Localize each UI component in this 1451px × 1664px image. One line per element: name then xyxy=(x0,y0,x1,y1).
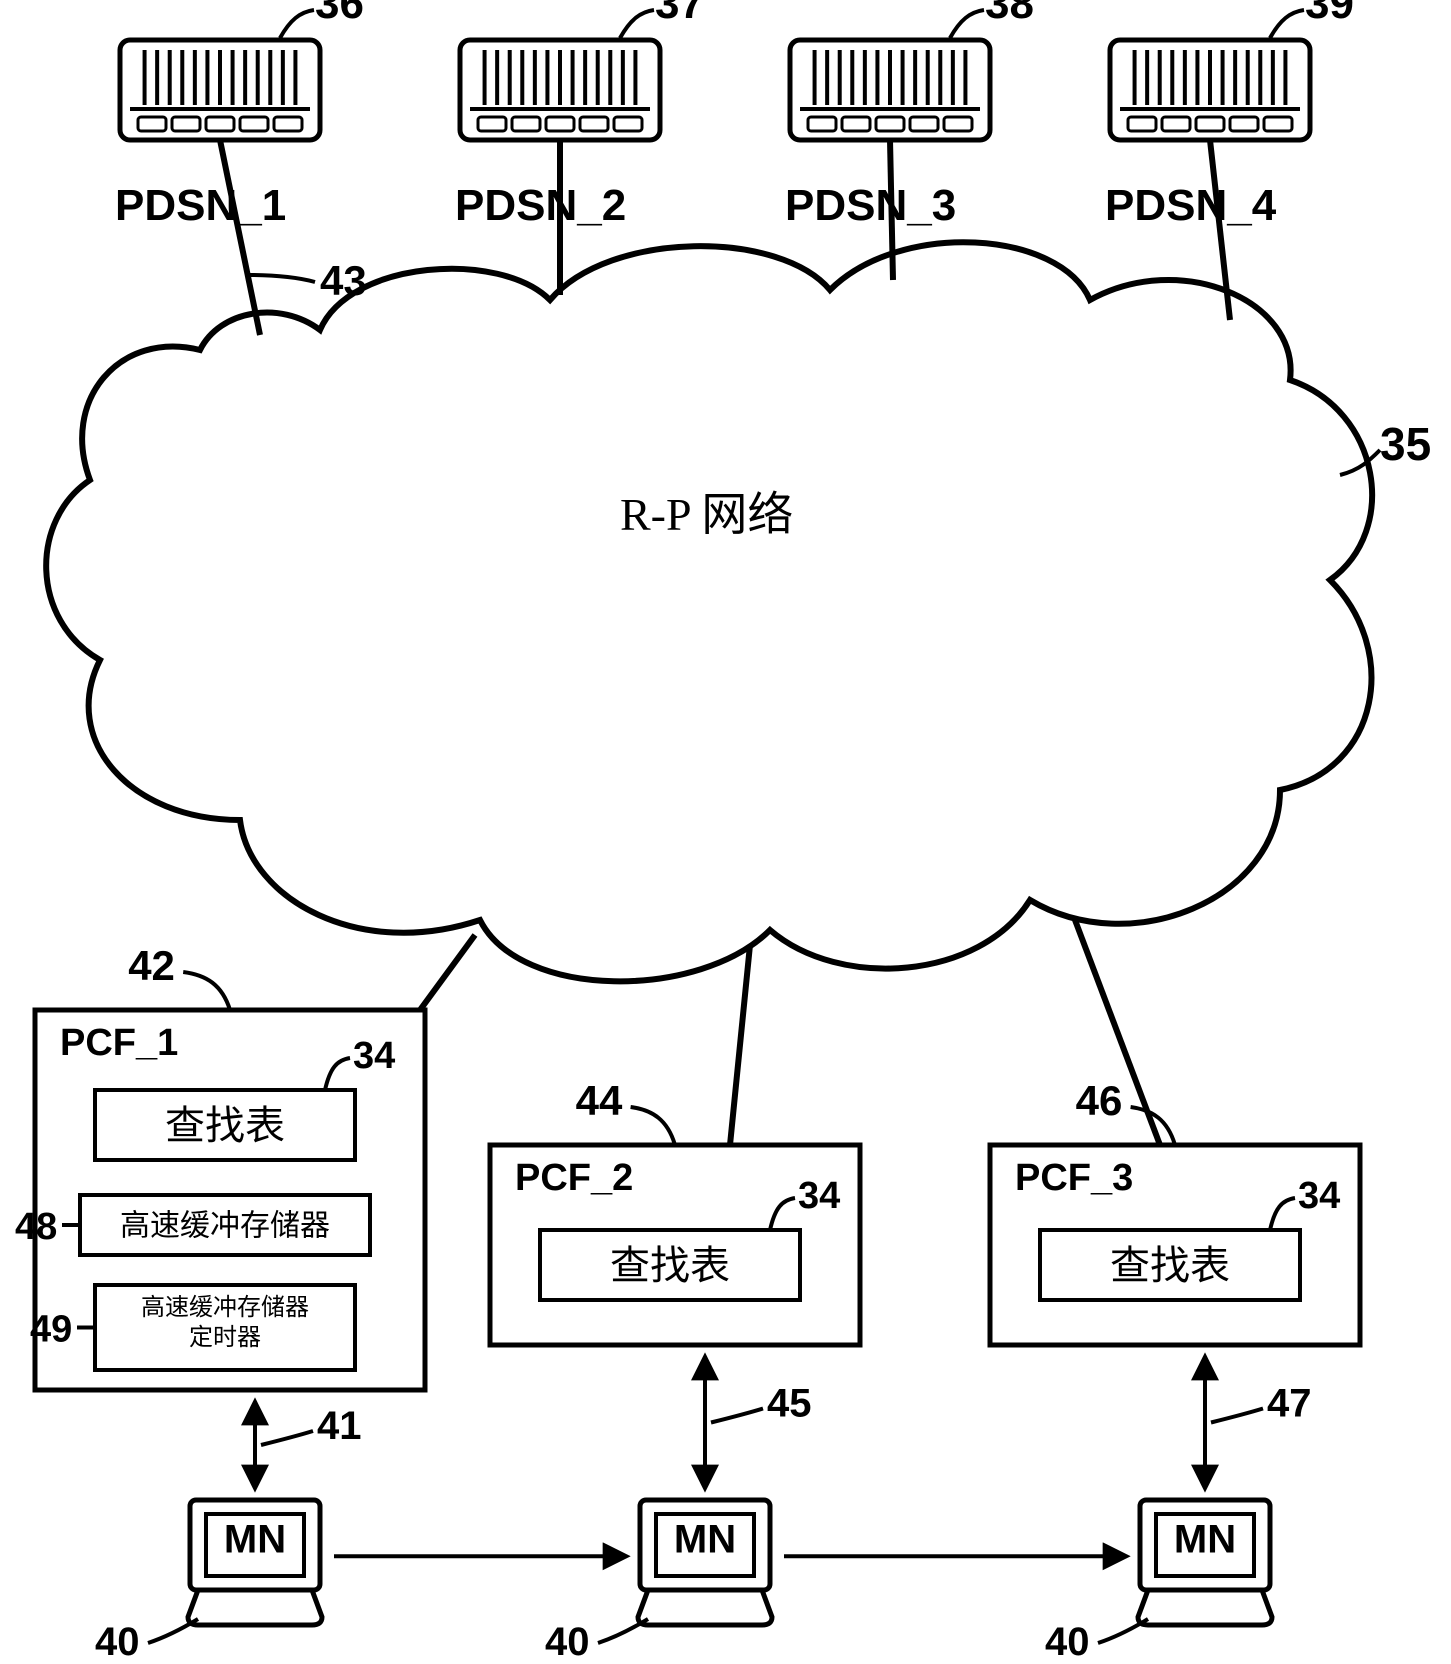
link-pdsn1 xyxy=(220,140,260,335)
svg-text:36: 36 xyxy=(315,0,364,28)
svg-text:MN: MN xyxy=(674,1518,736,1562)
svg-text:查找表: 查找表 xyxy=(610,1243,730,1288)
pdsn2: 37 PDSN_2 xyxy=(455,0,704,230)
cloud-pcf1-link xyxy=(420,935,475,1010)
cloud-pcf2-link xyxy=(730,945,750,1145)
svg-text:38: 38 xyxy=(985,0,1034,28)
cloud-ref: 35 xyxy=(1380,418,1431,470)
svg-text:45: 45 xyxy=(767,1382,812,1426)
svg-text:34: 34 xyxy=(798,1175,840,1217)
svg-text:49: 49 xyxy=(30,1309,72,1351)
mobile-node: MN xyxy=(638,1500,772,1625)
svg-text:MN: MN xyxy=(1174,1518,1236,1562)
link-pdsn3 xyxy=(890,140,893,280)
svg-text:MN: MN xyxy=(224,1518,286,1562)
pdsn1: 36 PDSN_1 xyxy=(115,0,364,230)
svg-text:48: 48 xyxy=(15,1206,57,1248)
rp-network-cloud xyxy=(46,242,1372,981)
svg-text:PDSN_2: PDSN_2 xyxy=(455,181,626,230)
pcf3: PCF_3 46 查找表 34 xyxy=(990,1077,1360,1345)
svg-text:PDSN_3: PDSN_3 xyxy=(785,181,956,230)
mobile-node: MN xyxy=(1138,1500,1272,1625)
svg-text:定时器: 定时器 xyxy=(189,1324,261,1351)
svg-text:高速缓冲存储器: 高速缓冲存储器 xyxy=(120,1210,330,1243)
svg-text:34: 34 xyxy=(353,1035,395,1077)
pcf1: PCF_142查找表34高速缓冲存储器48高速缓冲存储器定时器49 xyxy=(15,942,425,1390)
svg-text:42: 42 xyxy=(128,942,175,989)
svg-text:41: 41 xyxy=(317,1404,362,1448)
svg-text:高速缓冲存储器: 高速缓冲存储器 xyxy=(141,1294,309,1321)
svg-text:PDSN_4: PDSN_4 xyxy=(1105,181,1277,230)
svg-text:40: 40 xyxy=(1045,1620,1090,1664)
svg-text:查找表: 查找表 xyxy=(1110,1243,1230,1288)
svg-text:查找表: 查找表 xyxy=(165,1103,285,1148)
svg-text:PCF_2: PCF_2 xyxy=(515,1157,633,1199)
link-pdsn4 xyxy=(1210,140,1230,320)
mobile-node: MN xyxy=(188,1500,322,1625)
pdsn4: 39 PDSN_4 xyxy=(1105,0,1354,230)
svg-text:40: 40 xyxy=(545,1620,590,1664)
svg-text:PDSN_1: PDSN_1 xyxy=(115,181,286,230)
svg-text:34: 34 xyxy=(1298,1175,1340,1217)
svg-text:39: 39 xyxy=(1305,0,1354,28)
pdsn3: 38 PDSN_3 xyxy=(785,0,1034,230)
svg-text:47: 47 xyxy=(1267,1382,1312,1426)
svg-text:PCF_3: PCF_3 xyxy=(1015,1157,1133,1199)
svg-text:40: 40 xyxy=(95,1620,140,1664)
pcf2: PCF_2 44 查找表 34 xyxy=(490,1077,860,1345)
svg-text:37: 37 xyxy=(655,0,704,28)
svg-text:44: 44 xyxy=(576,1077,623,1124)
svg-text:PCF_1: PCF_1 xyxy=(60,1022,178,1064)
svg-text:46: 46 xyxy=(1076,1077,1123,1124)
cloud-label: R-P 网络 xyxy=(620,489,793,540)
svg-text:43: 43 xyxy=(320,257,367,304)
